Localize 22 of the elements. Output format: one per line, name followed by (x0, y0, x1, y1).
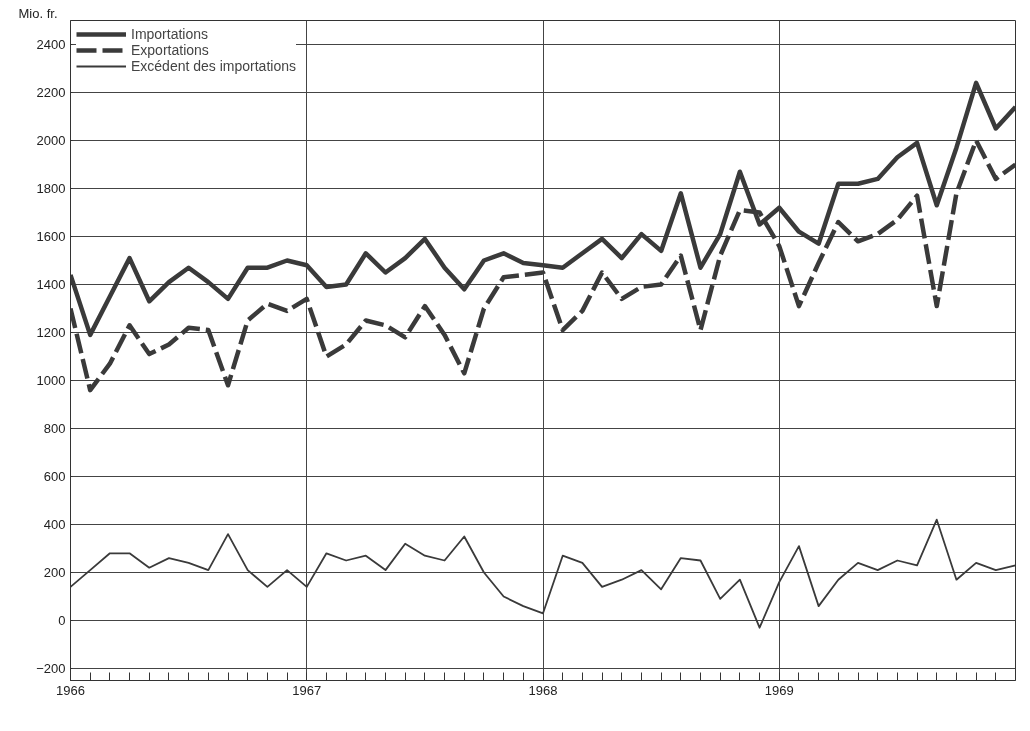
y-tick-label: 800 (43, 421, 66, 436)
x-tick-label: 1968 (528, 682, 558, 698)
x-tick-label: 1969 (764, 682, 794, 698)
y-tick-label: 2200 (36, 85, 66, 100)
y-axis-title: Mio. fr. (18, 5, 58, 21)
y-tick-label: 600 (43, 469, 66, 484)
y-tick-label: 1400 (36, 277, 66, 292)
y-tick-label: 200 (43, 565, 66, 580)
y-tick-label: 400 (43, 517, 66, 532)
legend-label: Importations (131, 26, 209, 42)
x-tick-label: 1966 (56, 682, 85, 698)
y-tick-label: 1800 (36, 181, 66, 196)
legend-label: Excédent des importations (131, 58, 296, 74)
y-tick-label: 1600 (36, 229, 66, 244)
legend-label: Exportations (131, 42, 209, 58)
y-tick-label: −200 (36, 661, 66, 676)
y-tick-label: 1200 (36, 325, 66, 340)
y-tick-label: 2000 (36, 133, 66, 148)
y-tick-label: 0 (58, 613, 66, 628)
y-tick-label: 1000 (36, 373, 66, 388)
x-tick-label: 1967 (292, 682, 322, 698)
y-tick-label: 2400 (36, 37, 66, 52)
